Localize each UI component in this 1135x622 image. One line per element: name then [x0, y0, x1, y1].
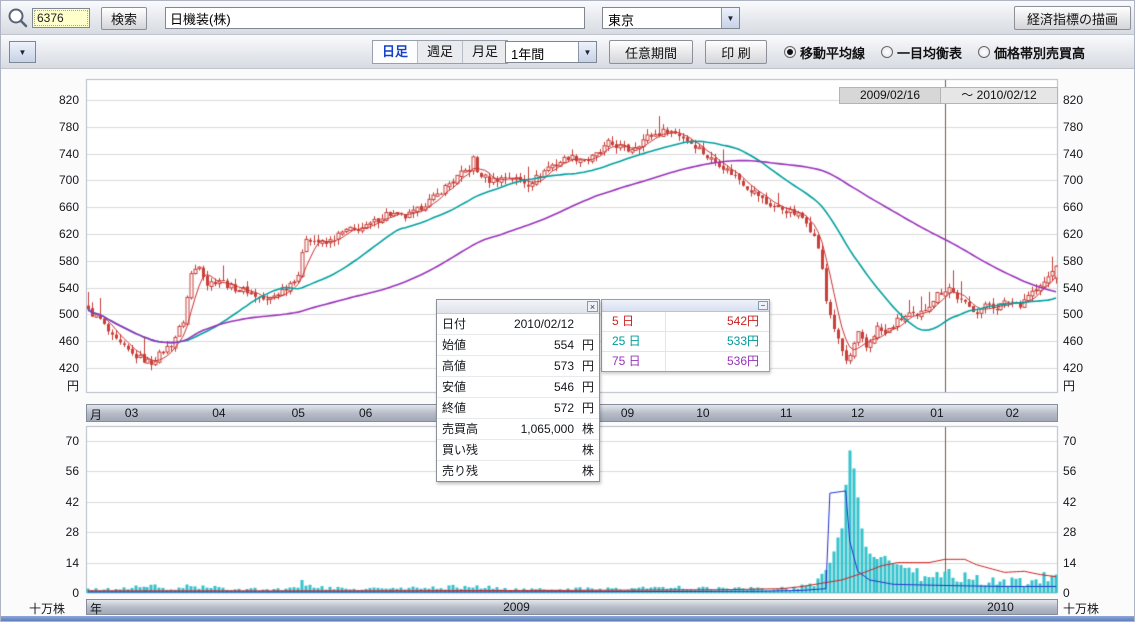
- tooltip-row-high: 高値 573 円: [437, 356, 599, 377]
- tab-weekly[interactable]: 週足: [418, 41, 464, 63]
- tooltip-unit: 株: [581, 464, 594, 478]
- radio-label: 移動平均線: [800, 45, 866, 61]
- tooltip-value: [494, 440, 574, 460]
- legend-value: 533円: [726, 334, 759, 348]
- legend-row-ma25: 25 日 533円: [602, 332, 769, 352]
- tooltip-label: 売り残: [442, 464, 479, 478]
- exchange-select[interactable]: 東京 ▼: [602, 7, 740, 29]
- radio-selected-icon: [784, 46, 796, 58]
- legend-row-ma5: 5 日 542円: [602, 312, 769, 332]
- range-end: ～ 2010/02/12: [941, 87, 1058, 104]
- tooltip-unit: [574, 314, 594, 334]
- period-value: 1年間: [511, 47, 545, 62]
- year-axis-bar: [86, 599, 1058, 615]
- tooltip-row-close: 終値 572 円: [437, 398, 599, 419]
- ohlc-tooltip: × 日付 2010/02/12 始値 554 円 高値 573 円 安値 546 円 終値 57…: [436, 299, 600, 482]
- tooltip-label: 安値: [442, 380, 467, 394]
- radio-moving-average[interactable]: 移動平均線: [784, 43, 865, 62]
- range-start: 2009/02/16: [839, 87, 941, 104]
- legend-header: −: [602, 300, 769, 312]
- legend-value: 536円: [726, 354, 759, 368]
- legend-label: 75 日: [602, 352, 666, 371]
- tooltip-unit: 株: [581, 422, 594, 436]
- radio-ichimoku[interactable]: 一目均衡表: [881, 43, 962, 62]
- exchange-value: 東京: [608, 13, 635, 28]
- range-separator: ～: [961, 88, 974, 102]
- tooltip-unit: 円: [581, 359, 594, 373]
- ma-legend: − 5 日 542円 25 日 533円 75 日 536円: [601, 299, 770, 372]
- radio-icon: [881, 46, 894, 58]
- tab-monthly[interactable]: 月足: [472, 44, 499, 59]
- radio-volume-by-price[interactable]: 価格帯別売買高: [978, 43, 1085, 62]
- overlay-radio-group: 移動平均線 一目均衡表 価格帯別売買高: [784, 40, 1085, 64]
- radio-icon: [978, 46, 991, 58]
- tooltip-label: 日付: [442, 317, 467, 331]
- tooltip-unit: 円: [581, 338, 594, 352]
- custom-period-button[interactable]: 任意期間: [609, 40, 693, 64]
- tooltip-label: 買い残: [442, 443, 479, 457]
- chart-region: 820 820 780 780 740 740 700 700 660 660 620 620 580 5…: [1, 69, 1134, 616]
- tooltip-row-volume: 売買高 1,065,000 株: [437, 419, 599, 440]
- tooltip-row-date: 日付 2010/02/12: [437, 314, 599, 335]
- legend-label: 25 日: [602, 332, 666, 351]
- tooltip-value: 572: [553, 401, 574, 415]
- legend-row-ma75: 75 日 536円: [602, 352, 769, 371]
- window-bottom-edge: [1, 616, 1134, 621]
- range-end-date: 2010/02/12: [976, 88, 1037, 102]
- tooltip-value: 554: [553, 338, 574, 352]
- tooltip-label: 始値: [442, 338, 467, 352]
- minimize-icon[interactable]: −: [758, 301, 768, 310]
- tooltip-value: [494, 461, 574, 481]
- tooltip-row-low: 安値 546 円: [437, 377, 599, 398]
- search-button[interactable]: 検索: [101, 7, 147, 30]
- tooltip-value: 573: [553, 359, 574, 373]
- date-range-label: 2009/02/16 ～ 2010/02/12: [839, 87, 1058, 104]
- radio-label: 一目均衡表: [897, 45, 963, 61]
- tooltip-value: 1,065,000: [520, 422, 574, 436]
- period-select[interactable]: 1年間 ▼: [505, 41, 597, 63]
- tooltip-value: 2010/02/12: [513, 317, 574, 331]
- radio-label: 価格帯別売買高: [994, 45, 1086, 61]
- tooltip-row-margin-sell: 売り残 株: [437, 461, 599, 481]
- chevron-down-icon[interactable]: ▼: [578, 42, 596, 62]
- toolbar-main: 検索 東京 ▼ 経済指標の描画: [1, 1, 1134, 35]
- collapsed-dropdown[interactable]: ▼: [9, 41, 36, 63]
- tooltip-row-open: 始値 554 円: [437, 335, 599, 356]
- close-icon[interactable]: ×: [587, 301, 598, 312]
- tab-daily[interactable]: 日足: [373, 41, 419, 63]
- toolbar-chart-controls: ▼ 日足 週足 月足 1年間 ▼ 任意期間 印 刷 移動平均線 一目均衡表 価格…: [1, 35, 1134, 69]
- search-icon: [6, 6, 30, 30]
- stock-name-input[interactable]: [165, 7, 585, 29]
- legend-value: 542円: [726, 314, 759, 328]
- tooltip-unit: 円: [581, 380, 594, 394]
- timeframe-tabs: 日足 週足 月足: [372, 40, 509, 64]
- symbol-input[interactable]: [32, 8, 90, 28]
- legend-label: 5 日: [602, 312, 666, 331]
- tooltip-header: ×: [437, 300, 599, 314]
- chevron-down-icon[interactable]: ▼: [10, 42, 35, 62]
- economic-indicator-button[interactable]: 経済指標の描画: [1014, 6, 1131, 30]
- tooltip-label: 終値: [442, 401, 467, 415]
- tooltip-value: 546: [553, 380, 574, 394]
- tooltip-label: 売買高: [442, 422, 479, 436]
- tooltip-unit: 株: [581, 443, 594, 457]
- chevron-down-icon[interactable]: ▼: [721, 8, 739, 28]
- tooltip-unit: 円: [581, 401, 594, 415]
- tooltip-label: 高値: [442, 359, 467, 373]
- tooltip-row-margin-buy: 買い残 株: [437, 440, 599, 461]
- print-button[interactable]: 印 刷: [705, 40, 767, 64]
